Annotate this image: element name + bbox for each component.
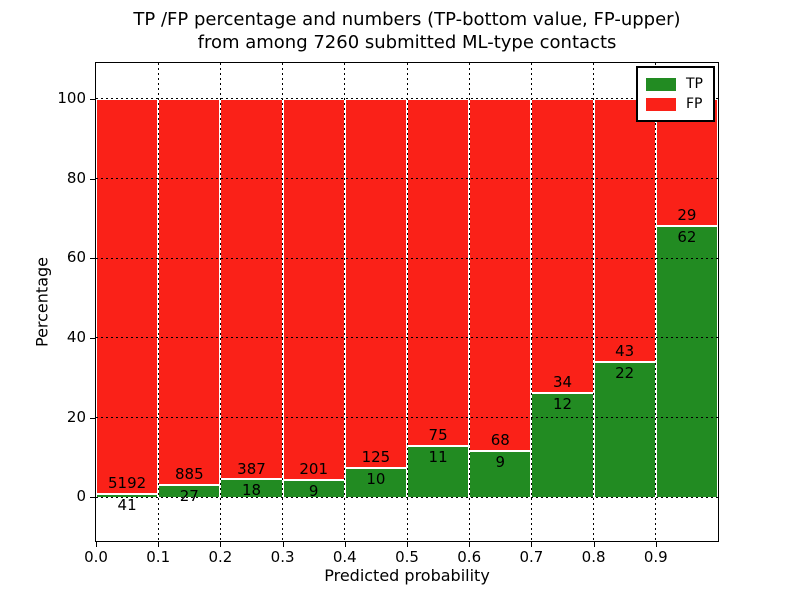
x-tick-label: 0.9 <box>643 548 668 566</box>
legend-entry-fp: FP <box>646 96 703 112</box>
x-tick <box>158 542 160 547</box>
bar-label-fp: 5192 <box>108 474 147 493</box>
bar-segment-fp <box>158 98 221 486</box>
bar-label-fp: 201 <box>299 460 329 479</box>
legend: TP FP <box>636 66 715 122</box>
bar-label-fp: 43 <box>615 342 635 361</box>
bar-segment-tp <box>282 480 345 498</box>
x-tick <box>655 542 657 547</box>
x-tick <box>593 542 595 547</box>
legend-swatch-fp-icon <box>646 97 676 111</box>
legend-label-tp: TP <box>686 76 703 92</box>
y-tick <box>90 417 95 419</box>
x-tick-label: 0.8 <box>581 548 606 566</box>
x-tick-label: 0.1 <box>146 548 171 566</box>
x-tick <box>407 542 408 547</box>
bar-segment-fp <box>407 98 470 447</box>
x-tick-label: 0.5 <box>395 548 419 566</box>
bar-label-fp: 68 <box>490 430 510 449</box>
y-tick <box>90 497 95 499</box>
bar-segment-fp <box>344 98 407 468</box>
x-tick-label: 0.3 <box>270 548 295 566</box>
chart-title: TP /FP percentage and numbers (TP-bottom… <box>95 8 719 54</box>
x-tick-label: 0.4 <box>332 548 357 566</box>
legend-label-fp: FP <box>686 96 703 112</box>
y-tick-label: 40 <box>66 327 86 346</box>
bar-segment-fp <box>469 98 532 451</box>
bar-segment-fp <box>282 98 345 481</box>
bar-label-tp: 9 <box>308 482 319 501</box>
bar-segment-tp <box>158 485 221 498</box>
y-tick-label: 100 <box>57 88 86 107</box>
bar-segment-tp <box>593 362 656 498</box>
bar-label-fp: 29 <box>677 205 697 224</box>
bar-labels-layer: 5192 41 885 27 387 18 201 9 125 10 75 11 68 9 34 12 43 22… <box>96 63 718 541</box>
bars-layer <box>96 63 718 541</box>
x-tick-label: 0.6 <box>457 548 482 566</box>
y-tick <box>90 258 95 260</box>
bar-segment-tp <box>344 467 407 498</box>
x-axis-label: Predicted probability <box>324 566 490 585</box>
x-tick-label: 0.7 <box>519 548 544 566</box>
legend-entry-tp: TP <box>646 76 703 92</box>
bar-label-fp: 34 <box>552 373 573 392</box>
x-tick <box>469 542 471 547</box>
bar-label-tp: 11 <box>428 448 448 467</box>
bar-segment-tp <box>531 393 594 498</box>
bar-segment-fp <box>531 98 594 394</box>
legend-swatch-tp-icon <box>646 77 676 91</box>
bar-label-fp: 75 <box>428 426 448 445</box>
y-tick-label: 0 <box>76 487 86 506</box>
y-tick <box>90 337 95 339</box>
x-tick <box>531 542 533 547</box>
bar-segment-tp <box>469 450 532 498</box>
y-tick <box>90 178 95 180</box>
bar-segment-fp <box>96 98 159 495</box>
bar-segment-tp <box>220 479 283 498</box>
bar-label-tp: 12 <box>552 395 573 414</box>
bar-segment-fp <box>593 98 656 363</box>
y-tick-label: 60 <box>66 248 86 267</box>
bar-label-fp: 125 <box>361 447 391 466</box>
bar-segment-tp <box>655 225 718 498</box>
bar-label-tp: 27 <box>179 487 199 506</box>
bar-label-tp: 18 <box>241 481 262 500</box>
bar-label-fp: 885 <box>174 465 204 484</box>
bar-segment-tp <box>96 494 159 498</box>
x-tick <box>282 542 284 547</box>
x-tick-label: 0.0 <box>84 548 108 566</box>
bar-label-tp: 9 <box>495 452 506 471</box>
bar-label-tp: 22 <box>615 364 635 383</box>
bar-segment-tp <box>407 446 470 498</box>
x-tick <box>344 542 346 547</box>
bar-label-tp: 41 <box>117 496 137 515</box>
bar-label-fp: 387 <box>237 459 266 478</box>
chart-title-line1: TP /FP percentage and numbers (TP-bottom… <box>133 9 681 30</box>
x-tick-label: 0.2 <box>208 548 233 566</box>
y-tick-label: 80 <box>66 168 86 187</box>
bar-label-tp: 62 <box>677 227 697 246</box>
x-tick <box>220 542 222 547</box>
chart-title-line2: from among 7260 submitted ML-type contac… <box>197 32 617 53</box>
bar-segment-fp <box>220 98 283 480</box>
y-tick <box>90 98 95 100</box>
bar-label-tp: 10 <box>366 469 386 488</box>
plot-area: 5192 41 885 27 387 18 201 9 125 10 75 11 68 9 34 12 43 22… <box>95 62 719 542</box>
y-tick-label: 20 <box>66 407 86 426</box>
x-tick <box>96 542 97 547</box>
